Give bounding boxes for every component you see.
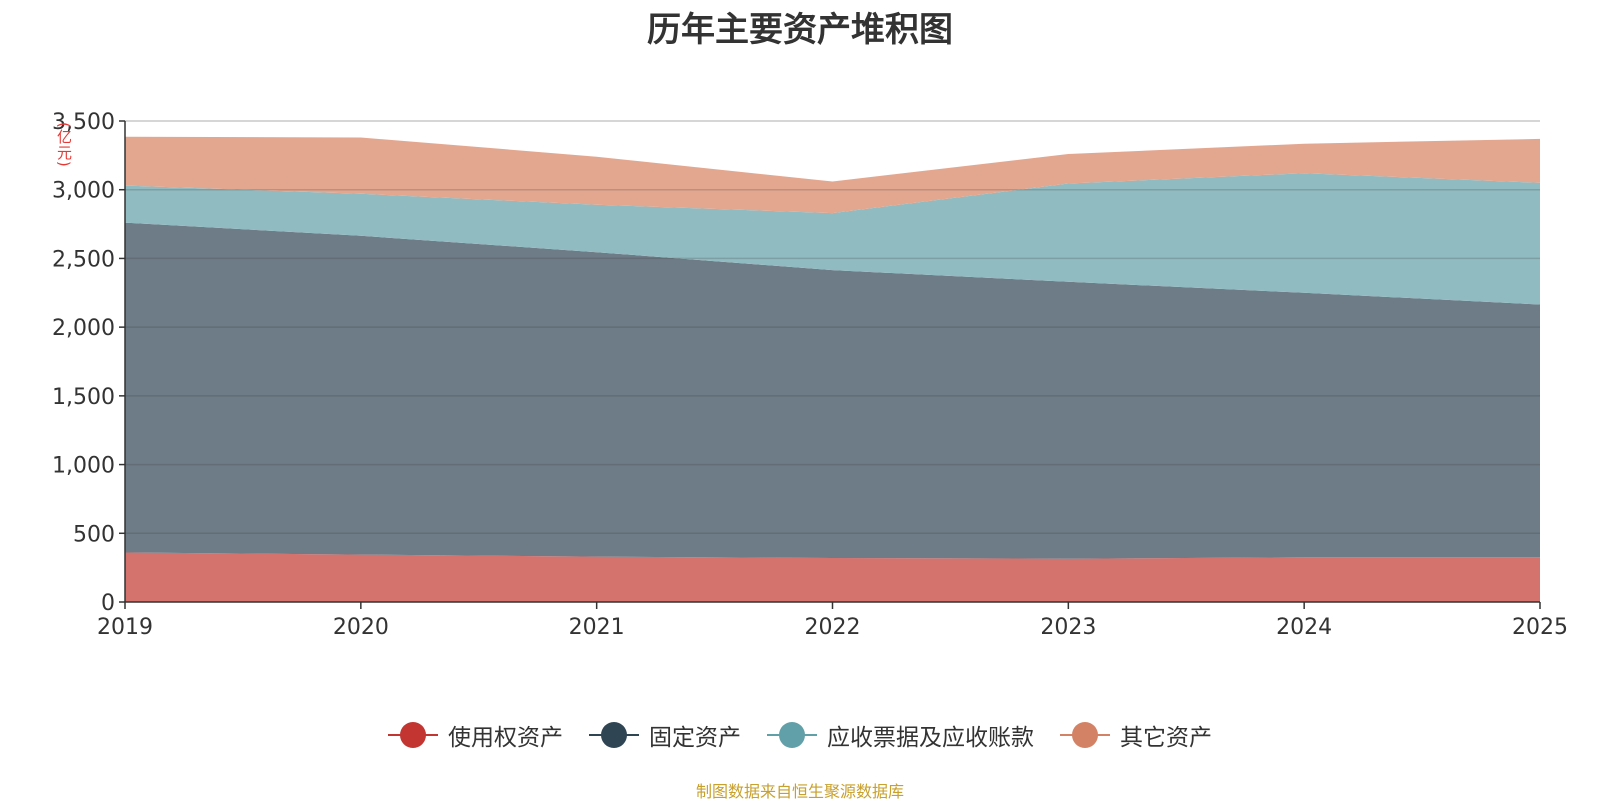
x-tick-label: 2023 xyxy=(1040,615,1096,640)
x-tick-label: 2020 xyxy=(333,615,389,640)
chart-title: 历年主要资产堆积图 xyxy=(647,10,953,50)
x-tick-label: 2024 xyxy=(1276,615,1332,640)
y-tick-label: 500 xyxy=(73,522,115,547)
areas-layer xyxy=(125,136,1540,602)
legend-label: 使用权资产 xyxy=(448,725,563,751)
x-tick-label: 2021 xyxy=(569,615,625,640)
legend-item-3[interactable]: 其它资产 xyxy=(1060,718,1212,752)
legend-marker xyxy=(767,722,817,748)
x-tick-label: 2019 xyxy=(97,615,153,640)
y-tick-label: 1,500 xyxy=(52,385,115,410)
area-series-0 xyxy=(125,552,1540,602)
legend-label: 其它资产 xyxy=(1120,725,1212,751)
y-tick-label: 2,000 xyxy=(52,316,115,341)
grid-layer xyxy=(125,120,1540,535)
x-tick-label: 2025 xyxy=(1512,615,1568,640)
legend-item-2[interactable]: 应收票据及应收账款 xyxy=(767,718,1034,752)
legend: 使用权资产 固定资产 应收票据及应收账款 其它资产 xyxy=(0,718,1600,752)
legend-marker xyxy=(1060,722,1110,748)
legend-marker xyxy=(388,722,438,748)
y-axis-unit-label: (亿元) xyxy=(55,122,73,168)
y-tick-label: 0 xyxy=(101,591,115,616)
legend-label: 应收票据及应收账款 xyxy=(827,725,1034,751)
legend-item-1[interactable]: 固定资产 xyxy=(589,718,741,752)
area-series-1 xyxy=(125,222,1540,559)
y-tick-label: 3,000 xyxy=(52,179,115,204)
legend-item-0[interactable]: 使用权资产 xyxy=(388,718,563,752)
axis-layer: 0 500 1,000 1,500 2,000 2,500 3,000 3,500 2019 20… xyxy=(52,110,1568,640)
y-tick-label: 3,500 xyxy=(52,110,115,135)
area-series-2 xyxy=(125,173,1540,305)
area-series-3 xyxy=(125,136,1540,214)
source-note: 制图数据来自恒生聚源数据库 xyxy=(695,782,904,801)
legend-marker xyxy=(589,722,639,748)
x-tick-label: 2022 xyxy=(805,615,861,640)
y-tick-label: 2,500 xyxy=(52,247,115,272)
legend-label: 固定资产 xyxy=(649,725,741,751)
y-tick-label: 1,000 xyxy=(52,454,115,479)
